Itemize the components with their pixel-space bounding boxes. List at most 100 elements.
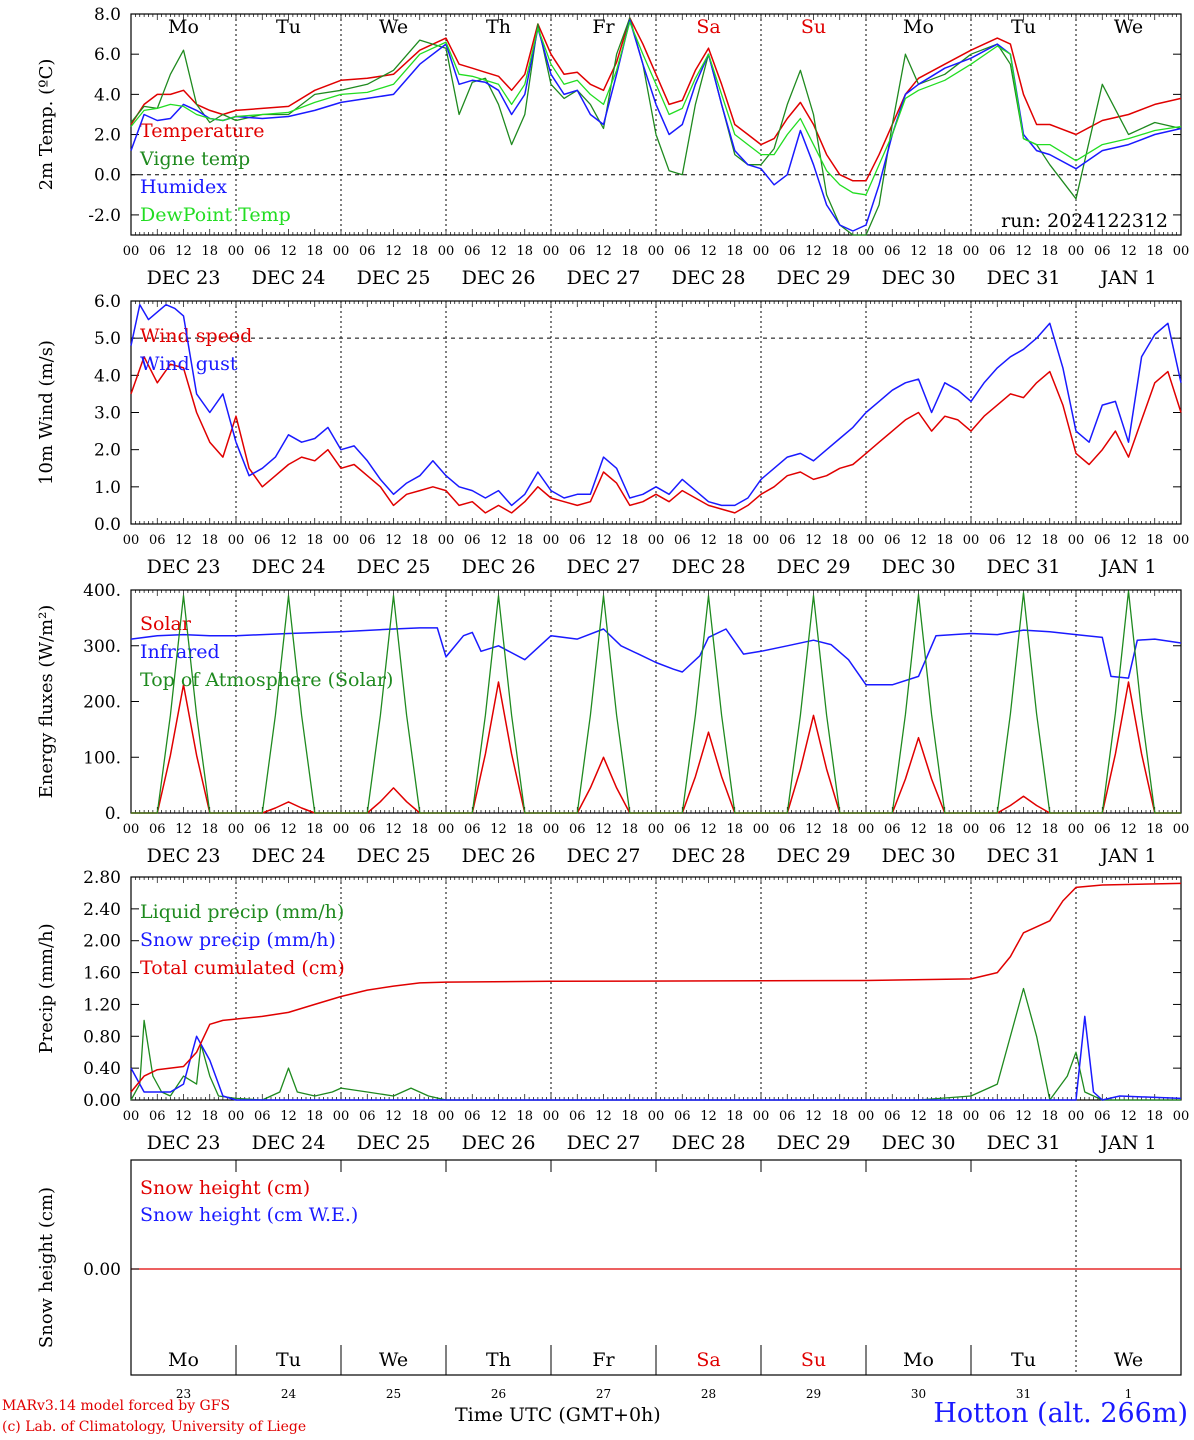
hour-label: 18: [306, 244, 323, 259]
date-label: DEC 23: [147, 556, 221, 578]
date-label: DEC 24: [252, 267, 326, 289]
y-tick-label: 1.60: [83, 964, 121, 984]
hour-label: 06: [884, 533, 901, 548]
hour-label: 12: [700, 822, 717, 837]
hour-label: 00: [1173, 822, 1190, 837]
date-label: DEC 25: [357, 1132, 431, 1154]
date-label: DEC 28: [672, 845, 746, 867]
hour-label: 12: [910, 1109, 927, 1124]
hour-label: 06: [569, 822, 586, 837]
hour-label: 12: [490, 1109, 507, 1124]
hour-label: 00: [333, 244, 350, 259]
hour-label: 18: [831, 1109, 848, 1124]
date-label: DEC 23: [147, 845, 221, 867]
legend-entry: Wind gust: [140, 353, 238, 375]
hour-label: 18: [411, 1109, 428, 1124]
hour-label: 12: [805, 1109, 822, 1124]
hour-label: 12: [385, 533, 402, 548]
legend-entry: Snow height (cm): [140, 1177, 310, 1199]
date-label: DEC 29: [777, 556, 851, 578]
date-label: DEC 28: [672, 556, 746, 578]
weekday-label: Su: [801, 16, 826, 38]
hour-label: 00: [543, 1109, 560, 1124]
hour-label: 18: [726, 1109, 743, 1124]
series-line: [130, 19, 1182, 232]
hour-label: 12: [700, 1109, 717, 1124]
day-number: 1: [1125, 1387, 1133, 1401]
hour-label: 12: [280, 1109, 297, 1124]
y-tick-label: 0.0: [94, 166, 121, 186]
legend-entry: Top of Atmosphere (Solar): [140, 669, 393, 691]
series-line: [130, 17, 1182, 236]
weekday-label: Tu: [276, 16, 301, 38]
date-label: DEC 30: [882, 556, 956, 578]
series-line: [130, 987, 1181, 1101]
day-number: 29: [806, 1387, 821, 1401]
hour-label: 12: [490, 822, 507, 837]
y-tick-label: 2.80: [83, 868, 121, 888]
hour-label: 12: [385, 1109, 402, 1124]
hour-label: 00: [858, 822, 875, 837]
hour-label: 18: [201, 822, 218, 837]
hour-label: 00: [858, 244, 875, 259]
hour-label: 18: [516, 533, 533, 548]
date-label: DEC 28: [672, 1132, 746, 1154]
hour-label: 12: [175, 822, 192, 837]
hour-label: 00: [123, 533, 140, 548]
hour-label: 06: [464, 533, 481, 548]
date-label: JAN 1: [1098, 556, 1156, 578]
date-label: DEC 30: [882, 1132, 956, 1154]
hour-label: 06: [884, 244, 901, 259]
series-line: [131, 590, 1181, 814]
date-label: DEC 23: [147, 1132, 221, 1154]
y-tick-label: 0.80: [83, 1027, 121, 1047]
series-line: [130, 303, 1182, 507]
hour-label: 06: [359, 533, 376, 548]
model-credit: MARv3.14 model forced by GFS: [2, 1398, 231, 1414]
date-label: DEC 26: [462, 556, 536, 578]
hour-label: 00: [753, 533, 770, 548]
hour-label: 06: [1094, 533, 1111, 548]
hour-label: 18: [201, 244, 218, 259]
hour-label: 12: [280, 822, 297, 837]
weekday-label: We: [1114, 16, 1143, 38]
hour-label: 00: [1068, 822, 1085, 837]
hour-label: 12: [280, 533, 297, 548]
day-number: 23: [176, 1387, 191, 1401]
hour-label: 06: [359, 244, 376, 259]
hour-label: 18: [621, 822, 638, 837]
hour-label: 06: [674, 533, 691, 548]
y-tick-label: 5.0: [94, 329, 121, 349]
y-tick-label: 0.: [105, 804, 121, 824]
hour-label: 06: [674, 244, 691, 259]
hour-label: 06: [254, 244, 271, 259]
y-tick-label: 4.0: [94, 85, 121, 105]
hour-label: 00: [1173, 1109, 1190, 1124]
hour-label: 18: [1041, 533, 1058, 548]
hour-label: 06: [149, 533, 166, 548]
weekday-label: Mo: [168, 16, 199, 38]
hour-label: 18: [936, 533, 953, 548]
date-label: DEC 28: [672, 267, 746, 289]
date-label: DEC 26: [462, 845, 536, 867]
hour-label: 06: [779, 1109, 796, 1124]
hour-label: 00: [648, 1109, 665, 1124]
y-tick-label: 0.00: [83, 1260, 121, 1280]
hour-label: 18: [1146, 822, 1163, 837]
hour-label: 06: [884, 822, 901, 837]
day-number: 28: [701, 1387, 716, 1401]
date-label: DEC 24: [252, 845, 326, 867]
y-tick-label: 0.40: [83, 1059, 121, 1079]
date-label: DEC 29: [777, 845, 851, 867]
hour-label: 18: [621, 1109, 638, 1124]
date-label: DEC 27: [567, 267, 641, 289]
weekday-label: Mo: [903, 16, 934, 38]
date-label: DEC 27: [567, 1132, 641, 1154]
hour-label: 00: [858, 1109, 875, 1124]
y-tick-label: 0.00: [83, 1091, 121, 1111]
hour-label: 18: [831, 822, 848, 837]
date-label: JAN 1: [1098, 267, 1156, 289]
weekday-label: Tu: [1011, 1349, 1036, 1371]
hour-label: 06: [149, 1109, 166, 1124]
